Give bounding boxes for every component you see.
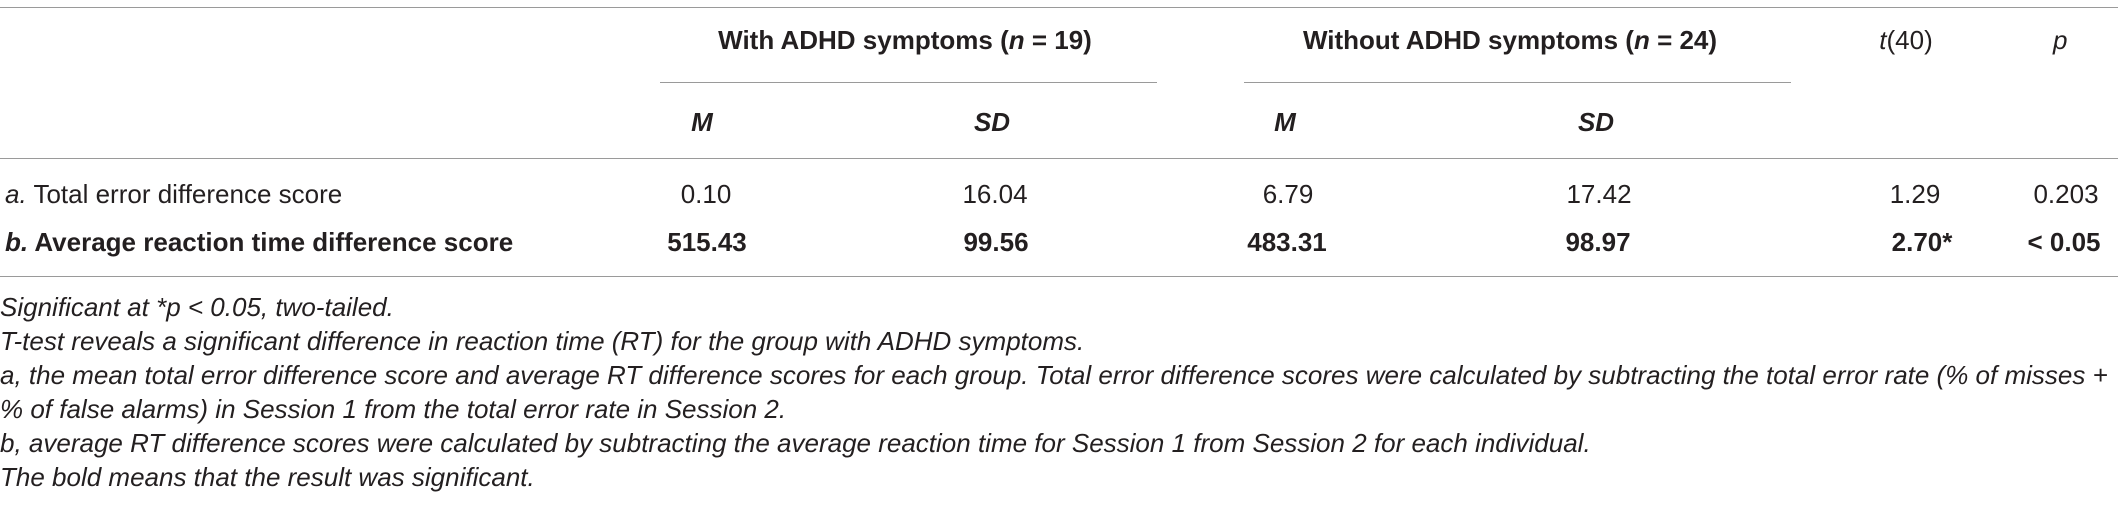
- footnote-a: a, the mean total error difference score…: [0, 360, 2108, 424]
- row-b-m-without: 483.31: [1247, 227, 1327, 257]
- subheader-sd-without: SD: [1577, 107, 1615, 137]
- row-a-sd-with: 16.04: [962, 179, 1028, 209]
- header-with-adhd-label: With ADHD symptoms (: [718, 25, 1009, 55]
- footnote-ttest: T-test reveals a significant difference …: [0, 326, 1085, 356]
- subheader-m-without: M: [1274, 107, 1296, 137]
- row-a-p: 0.203: [2033, 179, 2099, 209]
- footnote-b: b, average RT difference scores were cal…: [0, 428, 1591, 458]
- row-a-prefix: a.: [5, 179, 27, 209]
- row-b-prefix: b.: [5, 227, 29, 257]
- row-b-t: 2.70*: [1891, 227, 1953, 257]
- row-b-label: b. Average reaction time difference scor…: [5, 226, 513, 258]
- footnote-bold: The bold means that the result was signi…: [0, 462, 535, 492]
- row-a-m-with: 0.10: [680, 179, 732, 209]
- row-b-label-text: Average reaction time difference score: [28, 227, 514, 257]
- header-t-stat: t(40): [1879, 24, 1932, 56]
- with-adhd-rule: [660, 82, 1157, 83]
- row-a-label-text: Total error difference score: [26, 179, 343, 209]
- header-with-adhd-n: n: [1008, 25, 1025, 55]
- row-a-t: 1.29: [1889, 179, 1941, 209]
- row-b-sd-with: 99.56: [963, 227, 1029, 257]
- top-rule: [0, 7, 2118, 8]
- footnote-significance: Significant at *p < 0.05, two-tailed.: [0, 292, 394, 322]
- header-with-adhd: With ADHD symptoms (n = 19): [718, 24, 1092, 56]
- row-a-m-without: 6.79: [1262, 179, 1314, 209]
- header-without-adhd-label: Without ADHD symptoms (: [1302, 25, 1634, 55]
- header-without-adhd-n: n: [1633, 25, 1650, 55]
- header-t-df: (40): [1886, 25, 1933, 55]
- header-bottom-rule: [0, 158, 2118, 159]
- header-t-letter: t: [1879, 25, 1887, 55]
- header-p: p: [2053, 25, 2068, 55]
- header-without-adhd-n-value: = 24): [1649, 25, 1718, 55]
- subheader-sd-with: SD: [973, 107, 1011, 137]
- row-b-p: < 0.05: [2027, 227, 2101, 257]
- row-b-m-with: 515.43: [667, 227, 747, 257]
- header-without-adhd: Without ADHD symptoms (n = 24): [1303, 24, 1717, 56]
- row-b-sd-without: 98.97: [1565, 227, 1631, 257]
- header-with-adhd-n-value: = 19): [1024, 25, 1092, 55]
- subheader-m-with: M: [691, 107, 713, 137]
- row-a-sd-without: 17.42: [1566, 179, 1632, 209]
- bottom-rule: [0, 276, 2118, 277]
- without-adhd-rule: [1244, 82, 1791, 83]
- row-a-label: a. Total error difference score: [5, 178, 342, 210]
